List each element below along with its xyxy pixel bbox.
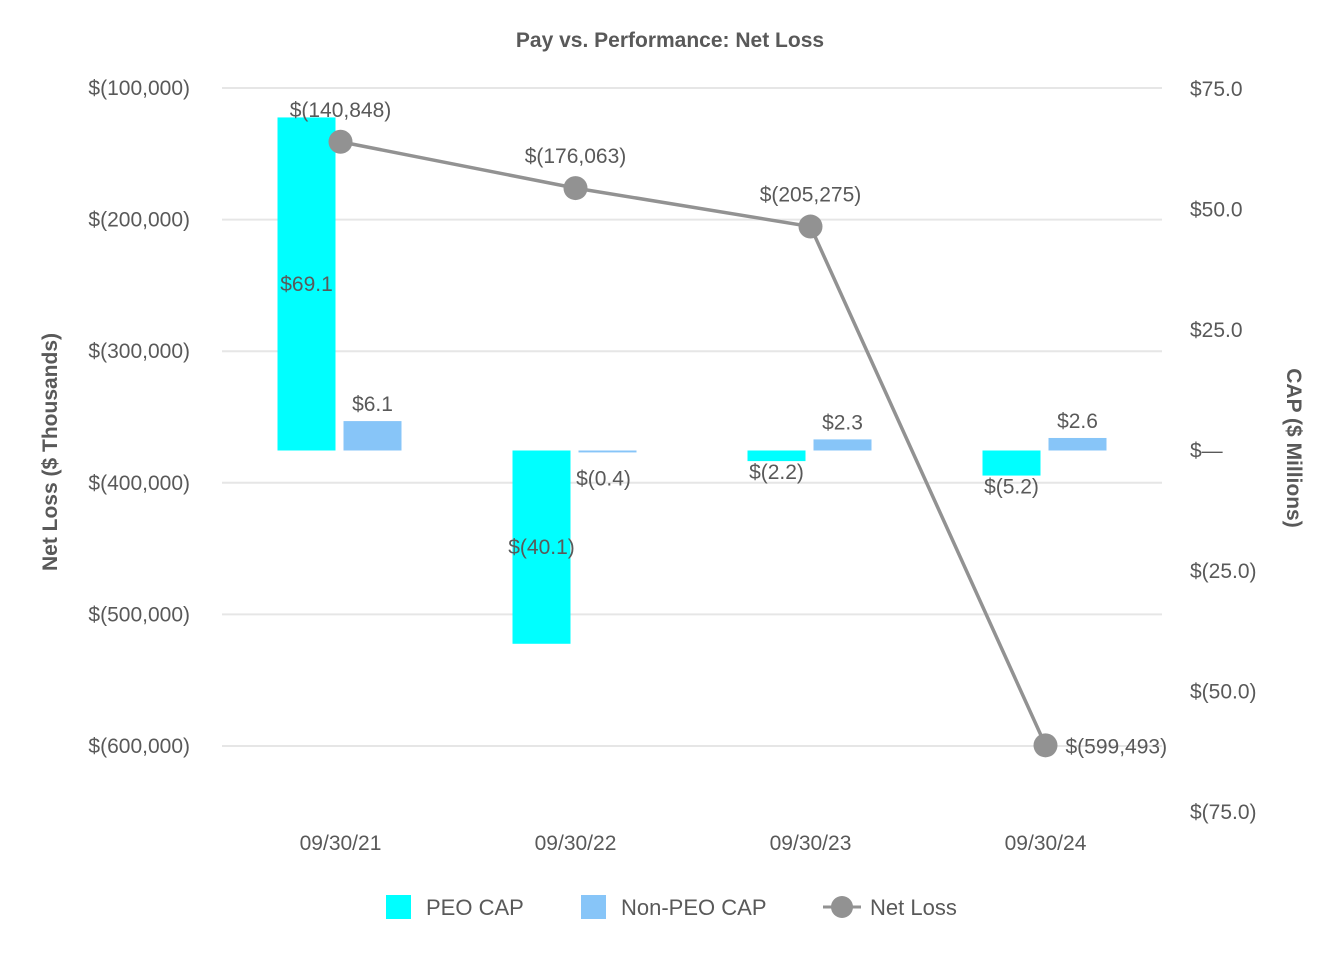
- legend-swatch-non-peo-cap: [581, 895, 606, 919]
- legend: PEO CAP Non-PEO CAP Net Loss: [386, 895, 957, 920]
- data-label: $2.3: [822, 411, 863, 434]
- data-label: $69.1: [280, 273, 333, 296]
- bar-peo-cap-0: [277, 117, 336, 451]
- x-axis-ticks: 09/30/21 09/30/22 09/30/23 09/30/24: [300, 832, 1087, 855]
- net-loss-line: [328, 129, 1058, 758]
- bar-peo-cap-3: [982, 450, 1041, 476]
- x-tick-label: 09/30/22: [535, 832, 617, 855]
- left-tick-label: $(500,000): [88, 603, 190, 626]
- right-tick-label: $75.0: [1190, 78, 1243, 101]
- data-label: $(176,063): [525, 145, 627, 168]
- data-label: $6.1: [352, 393, 393, 416]
- net-loss-marker: [328, 129, 353, 154]
- legend-label: Net Loss: [870, 895, 957, 920]
- right-tick-label: $25.0: [1190, 319, 1243, 342]
- x-tick-label: 09/30/23: [770, 832, 852, 855]
- data-label: $(40.1): [508, 536, 575, 559]
- left-tick-label: $(400,000): [88, 472, 190, 495]
- bar-non-peo-cap-3: [1048, 437, 1107, 451]
- data-label: $(5.2): [984, 476, 1039, 499]
- left-tick-label: $(200,000): [88, 209, 190, 232]
- gridlines: [222, 87, 1162, 747]
- data-label: $(2.2): [749, 461, 804, 484]
- data-labels: $69.1 $(40.1) $(2.2) $(5.2) $6.1 $(0.4) $2.3 $2…: [280, 99, 1167, 759]
- data-label: $(205,275): [760, 184, 862, 207]
- left-axis-title: Net Loss ($ Thousands): [39, 333, 62, 571]
- net-loss-marker: [1033, 733, 1058, 758]
- net-loss-marker: [798, 214, 823, 239]
- data-label: $(140,848): [290, 99, 392, 122]
- bars: [277, 117, 1107, 644]
- x-tick-label: 09/30/21: [300, 832, 382, 855]
- legend-swatch-peo-cap: [386, 895, 411, 919]
- chart-title: Pay vs. Performance: Net Loss: [516, 29, 824, 52]
- data-label: $(599,493): [1066, 735, 1168, 758]
- data-label: $2.6: [1057, 410, 1098, 433]
- net-loss-polyline: [340, 140, 1048, 747]
- legend-swatch-net-loss-marker: [831, 896, 853, 918]
- right-axis-title: CAP ($ Millions): [1282, 368, 1305, 527]
- bar-non-peo-cap-0: [343, 421, 402, 451]
- bar-non-peo-cap-2: [813, 439, 872, 451]
- net-loss-marker: [563, 176, 588, 201]
- right-tick-label: $(75.0): [1190, 801, 1257, 824]
- bar-non-peo-cap-1: [578, 450, 637, 453]
- left-tick-label: $(600,000): [88, 735, 190, 758]
- right-axis-ticks: $75.0 $50.0 $25.0 $— $(25.0) $(50.0) $(75.0): [1190, 78, 1257, 824]
- bar-peo-cap-1: [512, 450, 571, 644]
- data-label: $(0.4): [576, 468, 631, 491]
- right-tick-label: $50.0: [1190, 199, 1243, 222]
- left-tick-label: $(100,000): [88, 77, 190, 100]
- left-tick-label: $(300,000): [88, 340, 190, 363]
- right-tick-label: $(25.0): [1190, 560, 1257, 583]
- right-tick-label: $—: [1190, 440, 1223, 463]
- legend-label: PEO CAP: [426, 895, 524, 920]
- right-tick-label: $(50.0): [1190, 681, 1257, 704]
- x-tick-label: 09/30/24: [1005, 832, 1087, 855]
- bar-peo-cap-2: [747, 450, 806, 462]
- left-axis-ticks: $(100,000) $(200,000) $(300,000) $(400,000)…: [88, 77, 190, 758]
- legend-label: Non-PEO CAP: [621, 895, 767, 920]
